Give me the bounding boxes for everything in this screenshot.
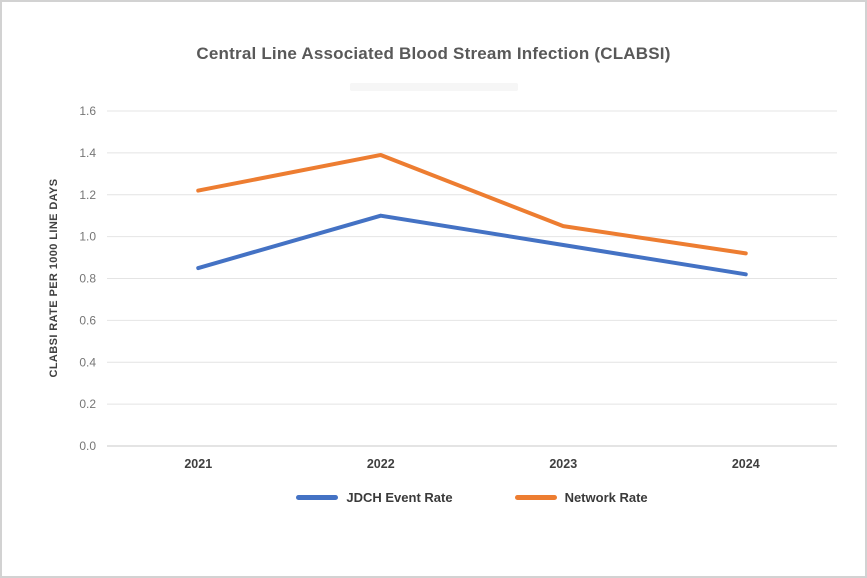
y-tick-label: 1.4 bbox=[79, 146, 96, 160]
faded-subtitle bbox=[349, 83, 518, 91]
legend-item-jdch-event-rate: JDCH Event Rate bbox=[296, 490, 453, 505]
legend: JDCH Event Rate Network Rate bbox=[107, 490, 837, 505]
x-tick-label: 2021 bbox=[184, 457, 212, 471]
legend-swatch-network-rate bbox=[514, 495, 557, 500]
x-tick-label: 2023 bbox=[549, 457, 577, 471]
y-tick-label: 1.2 bbox=[79, 188, 96, 202]
y-tick-label: 0.6 bbox=[79, 313, 96, 327]
series-line-network-rate bbox=[196, 152, 748, 256]
legend-label-network-rate: Network Rate bbox=[564, 490, 648, 505]
y-tick-label: 1.0 bbox=[79, 230, 96, 244]
x-tick-label: 2024 bbox=[732, 457, 760, 471]
x-tick-label: 2022 bbox=[367, 457, 395, 471]
legend-swatch-jdch-event-rate bbox=[296, 495, 339, 500]
chart-title: Central Line Associated Blood Stream Inf… bbox=[196, 44, 671, 63]
y-tick-label: 0.8 bbox=[79, 272, 96, 286]
legend-item-network-rate: Network Rate bbox=[514, 490, 648, 505]
y-tick-label: 0.4 bbox=[79, 355, 96, 369]
y-tick-label: 0.0 bbox=[79, 439, 96, 453]
y-tick-label: 1.6 bbox=[79, 104, 96, 118]
series-line-jdch-event-rate bbox=[196, 213, 748, 277]
legend-label-jdch-event-rate: JDCH Event Rate bbox=[346, 490, 453, 505]
y-tick-label: 0.2 bbox=[79, 397, 96, 411]
